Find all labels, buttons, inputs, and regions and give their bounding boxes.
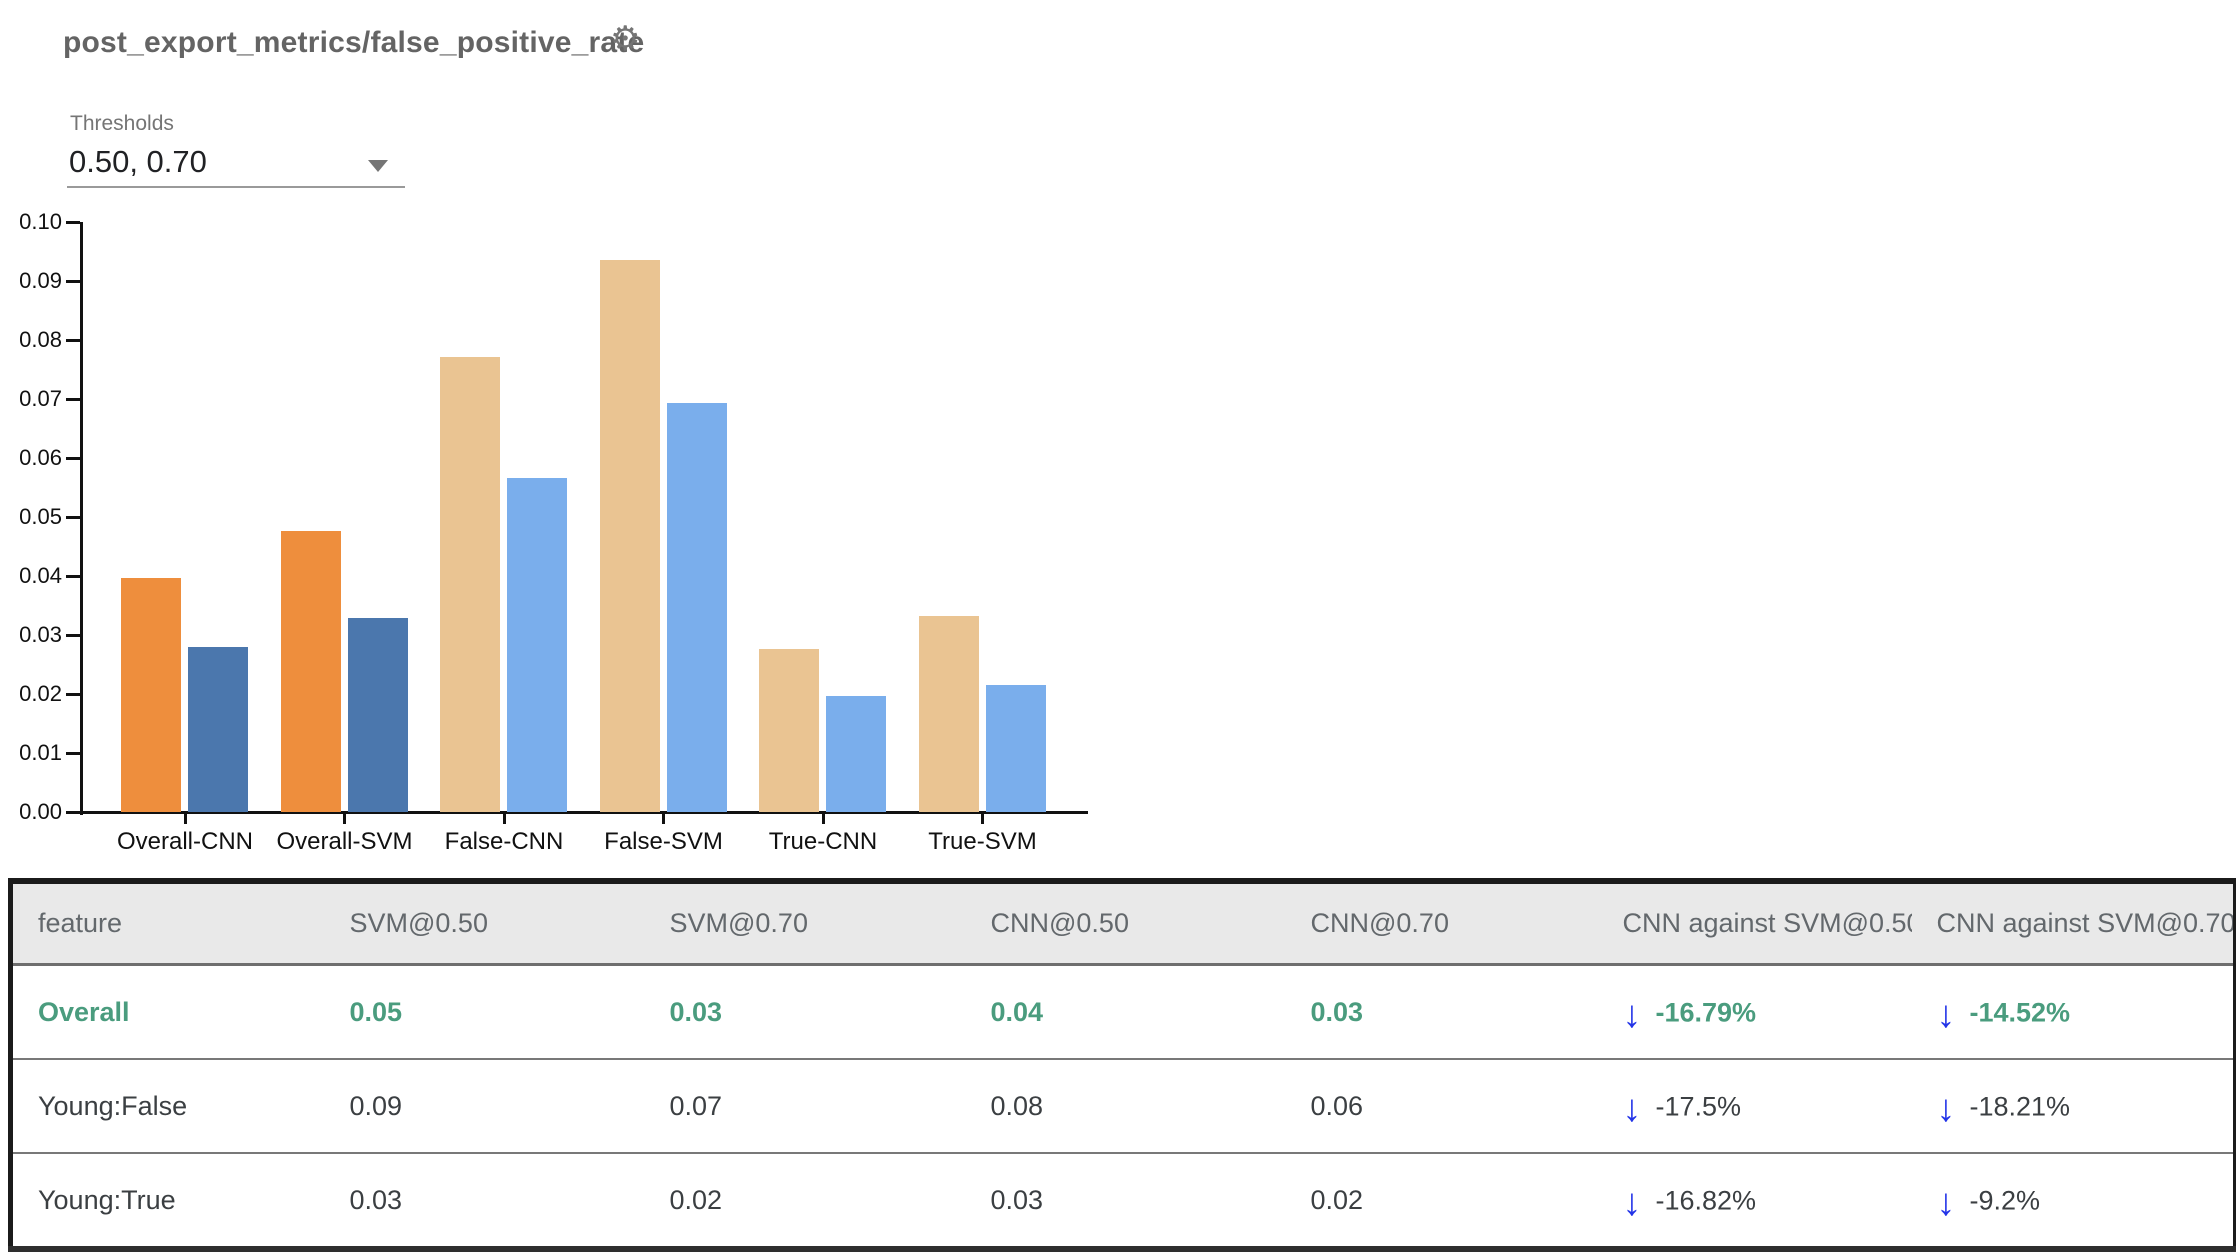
value-cell: 0.03 xyxy=(324,1152,645,1249)
y-axis-tick-label: 0.02 xyxy=(19,681,62,706)
x-axis-label: False-SVM xyxy=(604,828,723,855)
bar-True-SVM-threshold0.70 xyxy=(985,685,1046,812)
bar-Overall-CNN-threshold0.70 xyxy=(188,647,248,812)
feature-cell: Young:False xyxy=(10,1058,325,1153)
bar-True-CNN-threshold0.50 xyxy=(759,649,819,812)
x-axis-tick xyxy=(343,814,346,824)
value-cell: 0.06 xyxy=(1285,1058,1598,1153)
y-axis-tick-label: 0.06 xyxy=(19,445,62,470)
x-axis-tick xyxy=(981,814,984,824)
value-cell: 0.04 xyxy=(990,996,1044,1027)
bar-False-SVM-threshold0.50 xyxy=(599,260,660,812)
x-axis-label: True-SVM xyxy=(928,828,1037,855)
x-axis-tick xyxy=(821,814,825,824)
thresholds-select[interactable]: 0.50, 0.70 xyxy=(67,142,407,190)
value-cell: 0.03 xyxy=(669,996,723,1027)
feature-cell: Young:True xyxy=(10,1152,325,1249)
delta-cell: ↓ -18.21% xyxy=(1911,1058,2235,1153)
table-row: Young:True 0.03 0.02 0.03 0.02 ↓ -16.82% ↓ -9.2% xyxy=(10,1152,2235,1249)
x-axis-tick xyxy=(183,814,187,824)
y-axis-tick xyxy=(66,634,80,637)
page-title: post_export_metrics/false_positive_rate xyxy=(63,26,645,59)
select-underline xyxy=(67,186,405,188)
column-header-5: CNN against SVM@0.50 xyxy=(1597,881,1912,966)
y-axis-tick-label: 0.09 xyxy=(19,268,62,293)
y-axis-tick-label: 0.08 xyxy=(19,327,62,352)
delta-cell: ↓ -17.5% xyxy=(1597,1058,1912,1153)
thresholds-value: 0.50, 0.70 xyxy=(69,144,207,179)
y-axis-tick-label: 0.00 xyxy=(19,799,62,824)
y-axis-tick xyxy=(66,811,80,814)
bar-Overall-SVM-threshold0.50 xyxy=(280,531,341,812)
bar-False-CNN-threshold0.50 xyxy=(440,357,500,812)
y-axis-tick-label: 0.10 xyxy=(19,209,62,234)
x-axis-tick xyxy=(502,814,506,824)
value-cell: 0.09 xyxy=(324,1058,645,1153)
value-cell: 0.02 xyxy=(1285,1152,1598,1249)
value-cell: 0.05 xyxy=(349,996,403,1027)
column-header-6: CNN against SVM@0.70 xyxy=(1911,881,2235,966)
delta-cell: ↓ -16.82% xyxy=(1597,1152,1912,1249)
y-axis-tick xyxy=(66,752,80,755)
value-cell: 0.02 xyxy=(644,1152,966,1249)
y-axis-tick xyxy=(66,516,80,519)
value-cell: 0.03 xyxy=(965,1152,1286,1249)
y-axis-tick xyxy=(66,457,80,460)
y-axis-tick xyxy=(66,398,80,401)
metrics-table: feature SVM@0.50 SVM@0.70 CNN@0.50 CNN@0.70 C… xyxy=(8,878,2236,1252)
value-cell: 0.03 xyxy=(1310,996,1364,1027)
bar-chart: 0.00 0.01 0.02 0.03 0.04 0.05 0.06 0.07 0.08 0.09… xyxy=(0,150,1120,876)
y-axis-tick xyxy=(66,693,80,696)
feature-cell: Overall xyxy=(38,996,130,1027)
settings-gear-icon[interactable]: ⚙ xyxy=(610,20,641,58)
delta-value: -16.79% xyxy=(1655,997,1757,1028)
column-header-2: SVM@0.70 xyxy=(644,881,966,966)
column-header-1: SVM@0.50 xyxy=(324,881,645,966)
table-row: Young:False 0.09 0.07 0.08 0.06 ↓ -17.5% ↓ -18.2… xyxy=(10,1058,2235,1153)
x-axis-tick xyxy=(662,814,665,824)
delta-cell: ↓ -14.52% xyxy=(1936,993,2071,1036)
y-axis-tick-label: 0.05 xyxy=(19,504,62,529)
bar-Overall-CNN-threshold0.50 xyxy=(121,578,181,812)
delta-cell: ↓ -16.79% xyxy=(1622,993,1757,1036)
y-axis-tick xyxy=(66,221,80,224)
bar-False-SVM-threshold0.70 xyxy=(666,403,727,812)
delta-value: -17.5% xyxy=(1655,1091,1742,1122)
delta-cell: ↓ -9.2% xyxy=(1911,1152,2235,1249)
bar-False-CNN-threshold0.70 xyxy=(507,478,567,812)
caret-down-icon xyxy=(368,160,388,172)
y-axis-tick-label: 0.04 xyxy=(19,563,62,588)
x-axis-line xyxy=(80,811,1088,814)
bar-True-CNN-threshold0.70 xyxy=(826,696,886,812)
y-axis-tick xyxy=(66,575,80,578)
table-header-row: feature SVM@0.50 SVM@0.70 CNN@0.50 CNN@0.70 C… xyxy=(10,881,2235,966)
x-axis-label: Overall-CNN xyxy=(116,828,253,855)
x-axis-label: False-CNN xyxy=(444,828,564,855)
value-cell: 0.08 xyxy=(965,1058,1286,1153)
delta-value: -16.82% xyxy=(1655,1185,1757,1216)
value-cell: 0.07 xyxy=(644,1058,966,1153)
thresholds-label: Thresholds xyxy=(70,112,174,135)
y-axis-tick-label: 0.01 xyxy=(19,740,62,765)
column-header-0: feature xyxy=(10,881,325,966)
x-axis-label: Overall-SVM xyxy=(276,828,413,855)
delta-value: -9.2% xyxy=(1969,1185,2041,1216)
column-header-3: CNN@0.50 xyxy=(965,881,1286,966)
y-axis-tick xyxy=(66,339,80,342)
bar-Overall-SVM-threshold0.70 xyxy=(347,618,408,812)
y-axis-tick xyxy=(66,280,80,283)
y-axis-tick-label: 0.07 xyxy=(19,386,62,411)
x-axis-label: True-CNN xyxy=(768,828,878,855)
y-axis-line xyxy=(80,222,83,815)
column-header-4: CNN@0.70 xyxy=(1285,881,1598,966)
delta-value: -18.21% xyxy=(1969,1091,2071,1122)
delta-value: -14.52% xyxy=(1969,997,2071,1028)
table-row: Overall 0.05 0.03 0.04 0.03 ↓ -16.79% ↓ -14.52% xyxy=(11,965,2235,1060)
bar-True-SVM-threshold0.50 xyxy=(918,616,979,812)
y-axis-tick-label: 0.03 xyxy=(19,622,62,647)
